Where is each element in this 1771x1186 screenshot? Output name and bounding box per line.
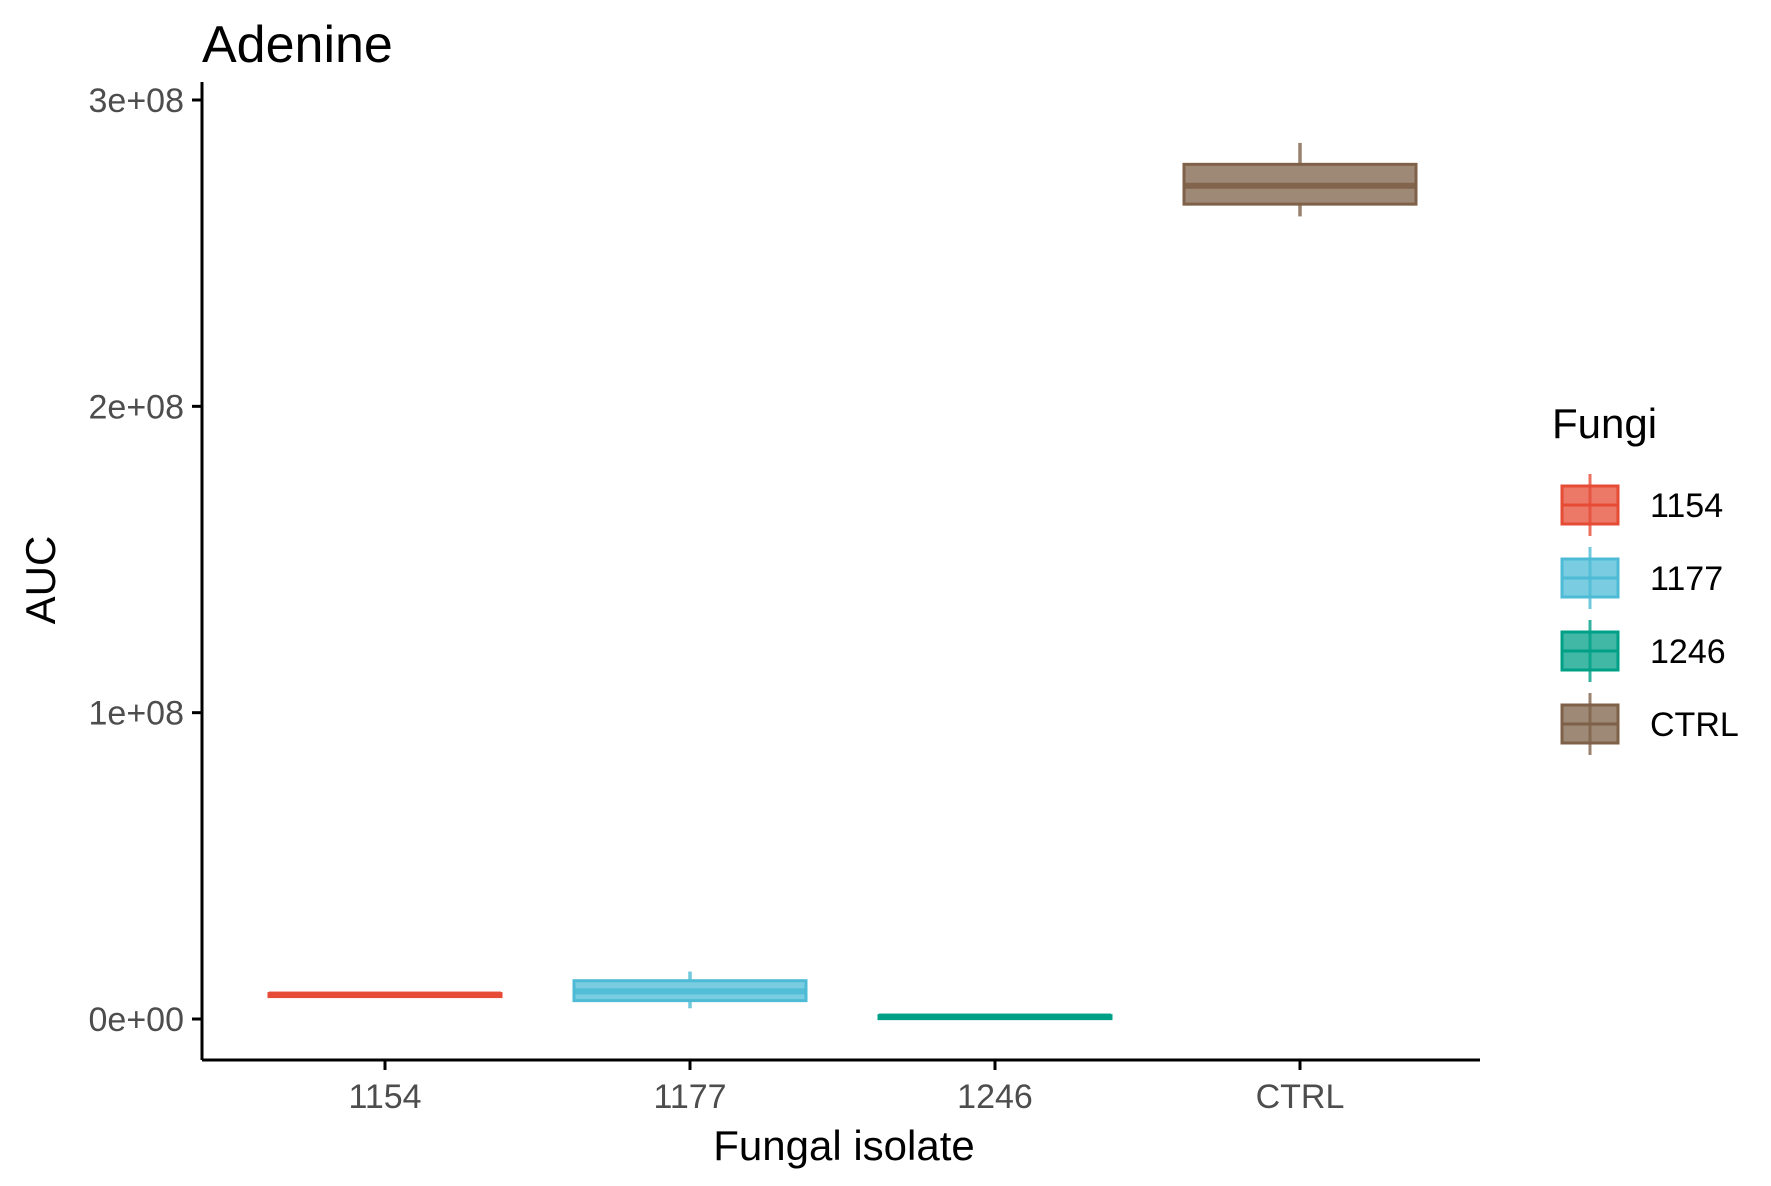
legend-label: 1246: [1650, 633, 1726, 671]
legend-item-CTRL: CTRL: [1560, 693, 1739, 755]
chart-title: Adenine: [202, 16, 393, 74]
y-tick-label: 2e+08: [89, 388, 185, 426]
x-tick-label: CTRL: [1256, 1078, 1345, 1116]
box-1177: [572, 971, 808, 1009]
legend-title: Fungi: [1552, 400, 1657, 447]
y-tick-label: 1e+08: [89, 695, 185, 733]
legend-label: 1154: [1650, 487, 1723, 525]
box-1154: [267, 991, 503, 999]
legend-item-1177: 1177: [1560, 547, 1723, 609]
legend-item-1246: 1246: [1560, 620, 1726, 682]
box-series: [267, 142, 1418, 1021]
legend-label: 1177: [1650, 560, 1723, 598]
y-axis-title: AUC: [17, 536, 64, 625]
x-axis: 1154 1177 1246 CTRL: [202, 1058, 1480, 1116]
box-CTRL: [1182, 142, 1418, 217]
x-tick-label: 1246: [957, 1078, 1033, 1116]
x-axis-title: Fungal isolate: [713, 1122, 975, 1169]
box-1246: [877, 1013, 1113, 1021]
x-tick-label: 1177: [653, 1078, 726, 1116]
y-axis: 0e+00 1e+08 2e+08 3e+08: [89, 82, 204, 1060]
y-tick-label: 3e+08: [89, 82, 185, 120]
x-tick-label: 1154: [348, 1078, 421, 1116]
legend: Fungi 1154 1177 1246 CTRL: [1552, 400, 1739, 755]
legend-item-1154: 1154: [1560, 474, 1723, 536]
legend-label: CTRL: [1650, 706, 1739, 744]
y-tick-label: 0e+00: [89, 1001, 185, 1039]
